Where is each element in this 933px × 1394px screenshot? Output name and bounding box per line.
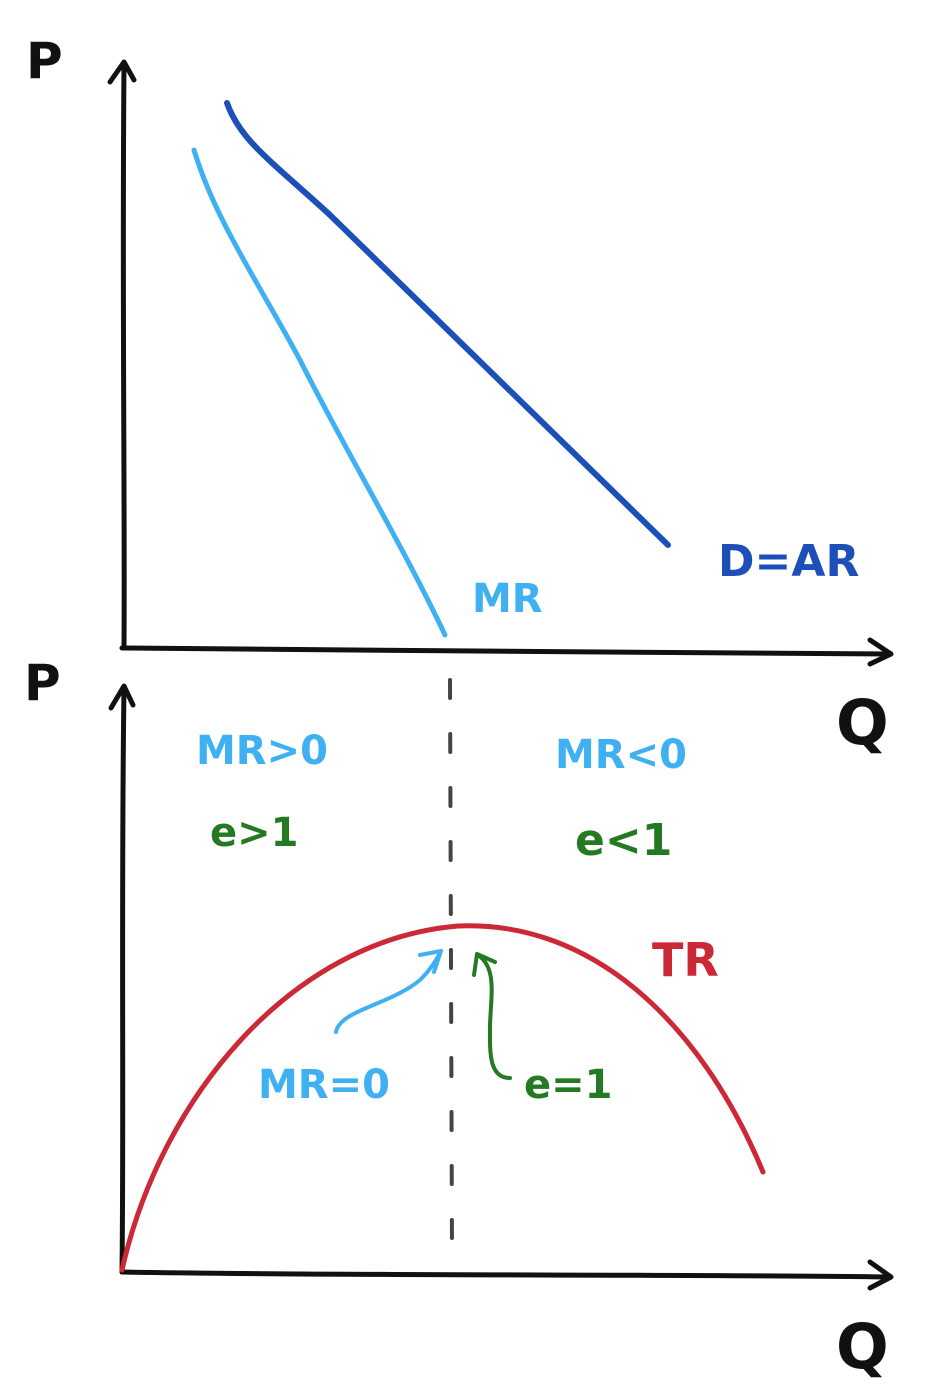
mr-zero-arrow [334,951,442,1034]
mr-zero-arrowhead [418,949,443,974]
e-one-arrow [476,953,512,1080]
total-revenue-label: TR [652,933,719,987]
right-region-e-label: e<1 [575,815,672,866]
mr-zero-note: MR=0 [258,1062,390,1108]
bottom-x-axis-label: Q [836,1310,889,1383]
bottom-x-axis [119,1269,893,1280]
top-x-axis [119,645,893,657]
left-region-mr-label: MR>0 [196,728,328,774]
bottom-y-axis-arrowhead [108,683,136,711]
top-x-axis-arrowhead [867,637,894,667]
demand-ar-label: D=AR [718,536,859,587]
bottom-panel: P Q Q MR>0 e>1 MR<0 e<1 TR MR=0 e=1 [24,654,894,1383]
demand-ar-line [224,100,671,548]
marginal-revenue-line [191,147,448,638]
e-one-arrowhead [472,952,497,977]
bottom-x-axis-arrowhead [867,1259,894,1291]
top-y-axis-arrowhead [107,59,137,85]
e-one-note: e=1 [524,1062,612,1108]
total-revenue-curve [119,923,766,1273]
top-y-axis-label: P [26,32,63,90]
top-panel: P D=AR MR [26,32,894,667]
marginal-revenue-label: MR [472,576,543,622]
bottom-y-axis-label: P [24,654,61,712]
mr-zero-divider [448,678,454,1254]
top-y-axis [120,62,127,651]
bottom-y-axis [119,685,127,1275]
left-region-e-label: e>1 [210,810,298,856]
right-region-mr-label: MR<0 [555,732,687,778]
top-x-axis-label: Q [836,686,889,759]
